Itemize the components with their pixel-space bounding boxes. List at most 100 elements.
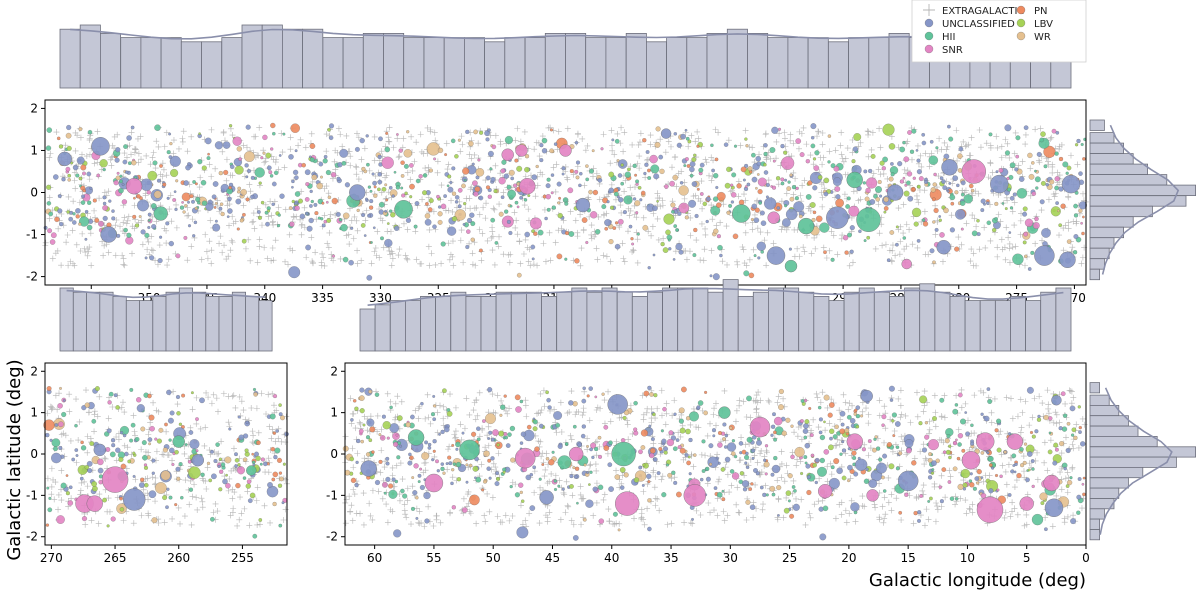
point-pn bbox=[922, 221, 929, 227]
point-snr bbox=[590, 211, 598, 219]
point-unclassified bbox=[168, 132, 172, 136]
point-extragalactic bbox=[595, 213, 602, 220]
point-extragalactic bbox=[205, 394, 212, 401]
point-extragalactic bbox=[438, 182, 445, 189]
point-snr bbox=[236, 466, 245, 475]
point-extragalactic bbox=[791, 429, 798, 436]
point-hii bbox=[895, 466, 900, 471]
point-wr bbox=[932, 182, 937, 187]
point-extragalactic bbox=[1035, 157, 1042, 164]
point-extragalactic bbox=[212, 500, 219, 507]
point-extragalactic bbox=[942, 494, 949, 501]
point-extragalactic bbox=[781, 135, 788, 142]
point-unclassified bbox=[965, 431, 971, 437]
point-hii bbox=[400, 488, 405, 494]
point-unclassified bbox=[793, 201, 805, 213]
point-hii bbox=[514, 492, 520, 498]
point-extragalactic bbox=[697, 512, 704, 519]
histogram-bar bbox=[140, 37, 162, 89]
histogram-bar bbox=[231, 291, 247, 352]
point-extragalactic bbox=[600, 496, 607, 503]
point-unclassified bbox=[124, 170, 129, 174]
point-extragalactic bbox=[416, 508, 423, 515]
point-snr bbox=[600, 147, 604, 151]
point-extragalactic bbox=[574, 131, 581, 138]
point-extragalactic bbox=[467, 510, 474, 517]
point-extragalactic bbox=[352, 425, 359, 432]
point-hii bbox=[489, 167, 493, 171]
point-extragalactic bbox=[94, 128, 101, 135]
point-snr bbox=[635, 211, 639, 215]
point-extragalactic bbox=[71, 177, 78, 184]
point-unclassified bbox=[604, 219, 612, 227]
point-extragalactic bbox=[413, 139, 420, 146]
point-wr bbox=[424, 213, 431, 219]
point-extragalactic bbox=[55, 506, 62, 513]
point-extragalactic bbox=[348, 502, 355, 509]
point-hii bbox=[613, 191, 619, 197]
point-extragalactic bbox=[71, 169, 78, 176]
point-unclassified bbox=[81, 405, 87, 411]
point-extragalactic bbox=[350, 410, 357, 417]
point-lbv bbox=[66, 145, 72, 151]
point-lbv bbox=[66, 210, 70, 214]
point-extragalactic bbox=[385, 138, 392, 145]
point-lbv bbox=[870, 153, 876, 159]
point-extragalactic bbox=[970, 250, 977, 257]
point-extragalactic bbox=[65, 193, 72, 200]
point-unclassified bbox=[895, 242, 899, 247]
point-lbv bbox=[174, 449, 179, 455]
histogram-bar bbox=[605, 37, 627, 89]
point-lbv bbox=[744, 137, 748, 141]
point-hii bbox=[1048, 431, 1052, 435]
point-lbv bbox=[1053, 442, 1059, 448]
point-extragalactic bbox=[793, 495, 800, 502]
point-extragalactic bbox=[963, 220, 970, 227]
point-extragalactic bbox=[888, 491, 895, 498]
point-unclassified bbox=[980, 198, 986, 204]
point-snr bbox=[225, 482, 231, 489]
point-wr bbox=[789, 173, 793, 177]
point-unclassified bbox=[350, 226, 354, 230]
point-extragalactic bbox=[1009, 499, 1016, 506]
point-extragalactic bbox=[593, 170, 600, 177]
point-hii bbox=[74, 423, 78, 428]
point-extragalactic bbox=[724, 471, 731, 478]
point-hii bbox=[712, 196, 719, 202]
point-extragalactic bbox=[533, 410, 540, 417]
point-extragalactic bbox=[437, 519, 444, 526]
point-wr bbox=[1023, 442, 1028, 446]
point-unclassified bbox=[391, 194, 395, 198]
point-extragalactic bbox=[426, 226, 433, 233]
point-hii bbox=[1030, 250, 1035, 255]
point-unclassified bbox=[1041, 228, 1051, 238]
point-unclassified bbox=[886, 258, 891, 263]
point-unclassified bbox=[991, 466, 995, 470]
point-extragalactic bbox=[692, 192, 699, 199]
point-extragalactic bbox=[386, 124, 393, 131]
point-extragalactic bbox=[636, 139, 643, 146]
point-hii bbox=[862, 181, 867, 185]
point-extragalactic bbox=[1060, 247, 1067, 254]
point-extragalactic bbox=[374, 228, 381, 235]
point-lbv bbox=[267, 209, 271, 213]
point-unclassified bbox=[508, 230, 513, 236]
point-extragalactic bbox=[272, 159, 279, 166]
point-extragalactic bbox=[596, 196, 603, 203]
point-extragalactic bbox=[931, 392, 938, 399]
point-extragalactic bbox=[708, 202, 715, 209]
point-hii bbox=[519, 399, 524, 404]
point-pn bbox=[276, 457, 283, 463]
point-pn bbox=[75, 214, 80, 219]
point-extragalactic bbox=[489, 233, 496, 240]
point-extragalactic bbox=[964, 417, 971, 424]
point-pn bbox=[278, 471, 283, 475]
point-lbv bbox=[800, 471, 804, 476]
point-snr bbox=[457, 187, 463, 193]
point-extragalactic bbox=[865, 131, 872, 138]
point-extragalactic bbox=[223, 256, 230, 263]
point-unclassified bbox=[151, 224, 157, 230]
point-lbv bbox=[89, 441, 95, 446]
point-extragalactic bbox=[547, 257, 554, 264]
point-snr bbox=[379, 435, 386, 441]
